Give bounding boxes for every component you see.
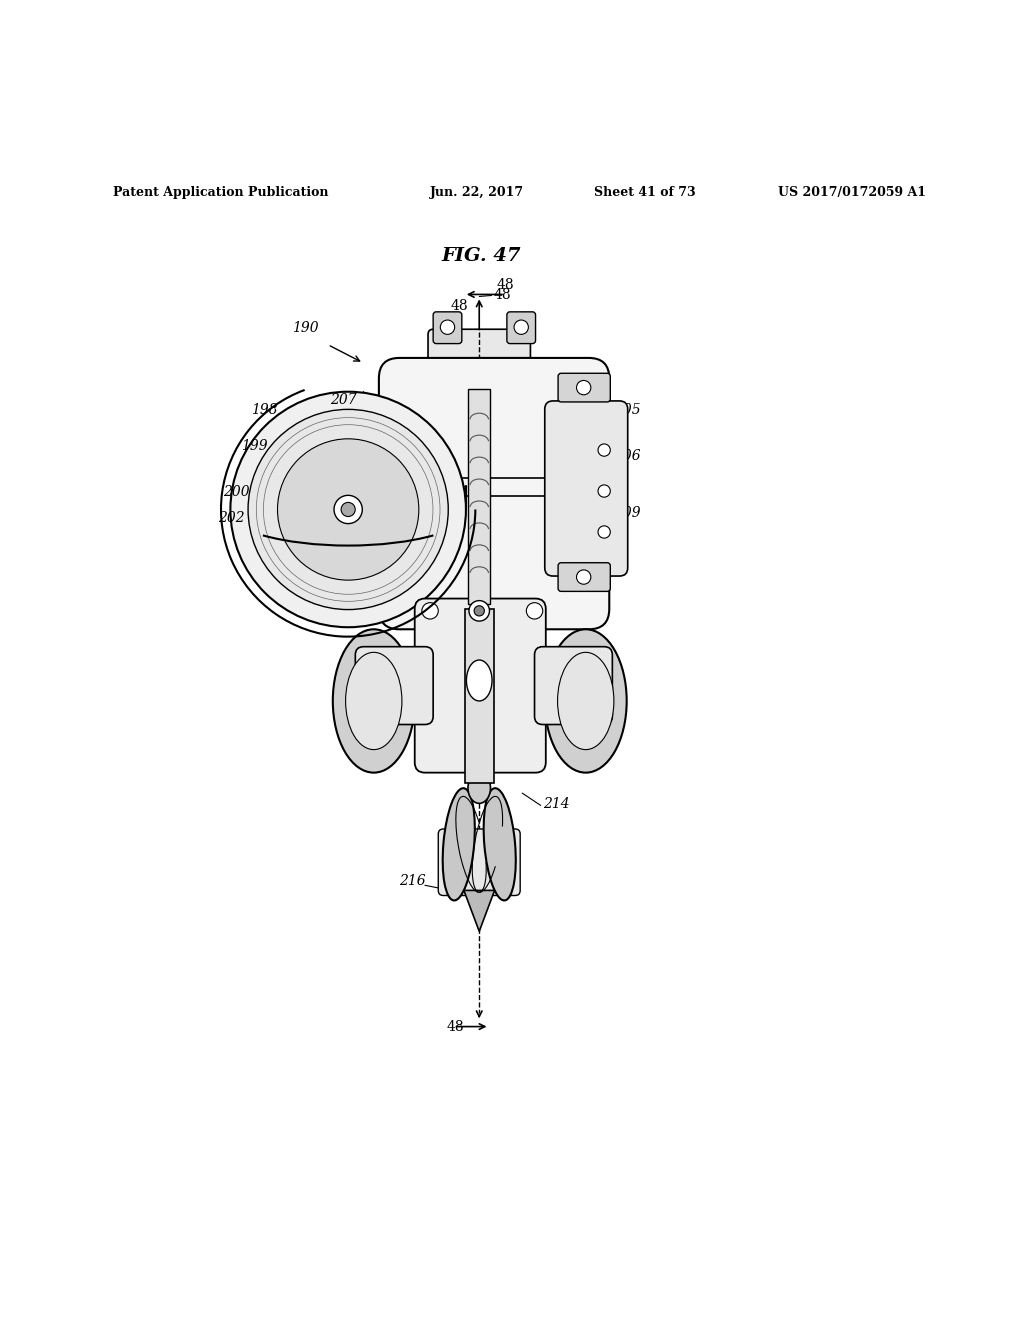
Text: 203: 203	[307, 582, 334, 597]
Text: 48: 48	[451, 298, 468, 313]
Ellipse shape	[468, 772, 490, 804]
Text: 205: 205	[614, 403, 641, 417]
Circle shape	[577, 570, 591, 585]
Circle shape	[230, 392, 466, 627]
Ellipse shape	[545, 630, 627, 772]
Text: 48: 48	[497, 279, 514, 293]
FancyBboxPatch shape	[558, 374, 610, 403]
Circle shape	[598, 525, 610, 539]
Polygon shape	[464, 891, 495, 932]
Ellipse shape	[345, 652, 401, 750]
Circle shape	[334, 495, 362, 524]
Text: 198: 198	[251, 403, 278, 417]
Text: 48: 48	[446, 1020, 464, 1035]
Circle shape	[598, 484, 610, 498]
Circle shape	[440, 319, 455, 334]
Ellipse shape	[483, 788, 516, 900]
Text: 214: 214	[543, 797, 569, 812]
Text: US 2017/0172059 A1: US 2017/0172059 A1	[778, 186, 927, 199]
Ellipse shape	[467, 660, 493, 701]
Bar	[468, 388, 490, 603]
Text: Sheet 41 of 73: Sheet 41 of 73	[594, 186, 695, 199]
Ellipse shape	[442, 788, 475, 900]
Circle shape	[469, 601, 489, 622]
FancyBboxPatch shape	[438, 829, 520, 895]
Circle shape	[422, 603, 438, 619]
FancyBboxPatch shape	[558, 562, 610, 591]
Circle shape	[514, 319, 528, 334]
FancyBboxPatch shape	[428, 329, 530, 376]
Text: 202: 202	[218, 511, 245, 525]
Text: 200: 200	[223, 486, 250, 499]
Ellipse shape	[333, 630, 415, 772]
Ellipse shape	[557, 652, 613, 750]
Circle shape	[526, 603, 543, 619]
FancyBboxPatch shape	[433, 312, 462, 343]
FancyBboxPatch shape	[379, 358, 609, 630]
FancyBboxPatch shape	[535, 647, 612, 725]
Text: 199: 199	[241, 440, 267, 453]
Text: 206: 206	[614, 449, 641, 463]
Text: 190: 190	[292, 321, 318, 335]
Text: 207: 207	[330, 393, 356, 407]
Circle shape	[577, 380, 591, 395]
Text: 216: 216	[399, 874, 426, 888]
Text: 48: 48	[494, 289, 511, 302]
Bar	[465, 609, 494, 783]
Circle shape	[474, 606, 484, 616]
Text: Jun. 22, 2017: Jun. 22, 2017	[430, 186, 524, 199]
Circle shape	[278, 438, 419, 579]
Circle shape	[598, 444, 610, 457]
FancyBboxPatch shape	[415, 598, 546, 772]
Text: FIG. 47: FIG. 47	[441, 247, 521, 264]
FancyBboxPatch shape	[545, 401, 628, 576]
FancyBboxPatch shape	[507, 312, 536, 343]
Circle shape	[248, 409, 449, 610]
Circle shape	[341, 503, 355, 516]
FancyBboxPatch shape	[355, 647, 433, 725]
Text: 209: 209	[614, 506, 641, 520]
Text: Patent Application Publication: Patent Application Publication	[113, 186, 328, 199]
